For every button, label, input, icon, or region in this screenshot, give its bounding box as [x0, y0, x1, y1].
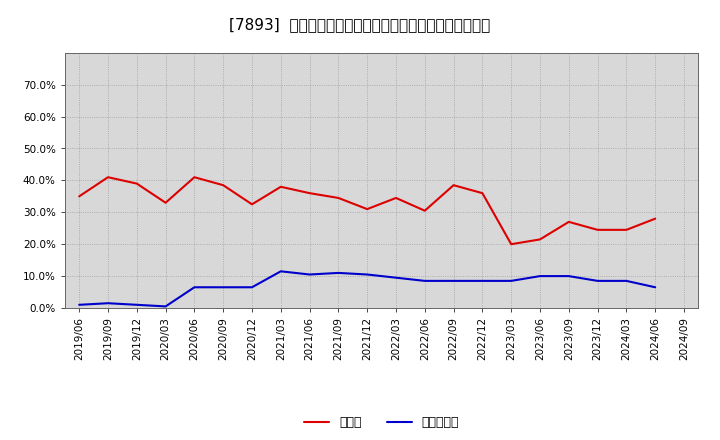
現頲金 [564, 219, 573, 224]
Line: 現頲金: 現頲金 [79, 177, 655, 244]
有利子負債 [392, 275, 400, 280]
有利子負債 [161, 304, 170, 309]
有利子負債 [420, 278, 429, 283]
Line: 有利子負債: 有利子負債 [79, 271, 655, 306]
有利子負債 [305, 272, 314, 277]
現頲金 [536, 237, 544, 242]
有利子負債 [104, 301, 112, 306]
有利子負債 [75, 302, 84, 308]
Text: [7893]  現頲金、有利子負債の総資産に対する比率の推移: [7893] 現頲金、有利子負債の総資産に対する比率の推移 [230, 18, 490, 33]
現頲金 [248, 202, 256, 207]
現頲金 [190, 175, 199, 180]
有利子負債 [219, 285, 228, 290]
有利子負債 [132, 302, 141, 308]
Legend: 現頲金, 有利子負債: 現頲金, 有利子負債 [299, 411, 464, 434]
現頲金 [622, 227, 631, 232]
有利子負債 [449, 278, 458, 283]
現頲金 [276, 184, 285, 189]
有利子負債 [651, 285, 660, 290]
有利子負債 [564, 273, 573, 279]
現頲金 [363, 206, 372, 212]
有利子負債 [248, 285, 256, 290]
現頲金 [132, 181, 141, 186]
現頲金 [75, 194, 84, 199]
有利子負債 [276, 269, 285, 274]
現頲金 [392, 195, 400, 201]
現頲金 [651, 216, 660, 221]
有利子負債 [363, 272, 372, 277]
有利子負債 [507, 278, 516, 283]
有利子負債 [478, 278, 487, 283]
現頲金 [593, 227, 602, 232]
有利子負債 [334, 270, 343, 275]
有利子負債 [593, 278, 602, 283]
現頲金 [219, 183, 228, 188]
現頲金 [420, 208, 429, 213]
現頲金 [161, 200, 170, 205]
有利子負債 [622, 278, 631, 283]
現頲金 [507, 242, 516, 247]
現頲金 [334, 195, 343, 201]
現頲金 [478, 191, 487, 196]
現頲金 [449, 183, 458, 188]
現頲金 [305, 191, 314, 196]
有利子負債 [190, 285, 199, 290]
有利子負債 [536, 273, 544, 279]
現頲金 [104, 175, 112, 180]
